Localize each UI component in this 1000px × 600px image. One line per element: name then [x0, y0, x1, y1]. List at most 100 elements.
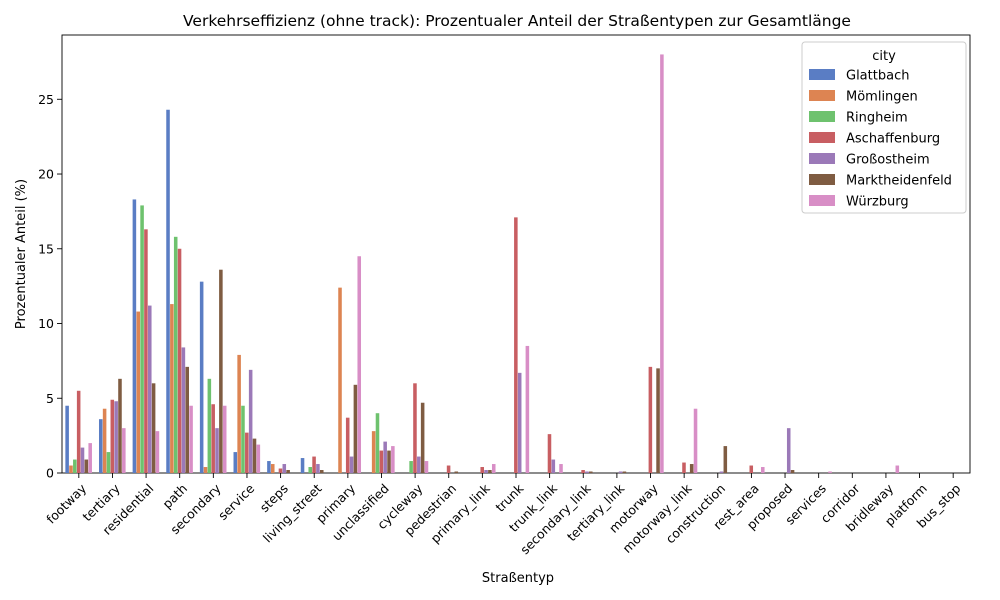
bar-Marktheidenfeld-tertiary_link	[622, 471, 627, 473]
bar-Marktheidenfeld-service	[252, 438, 257, 473]
bar-Marktheidenfeld-motorway_link	[689, 464, 694, 473]
bar-Mömlingen-steps	[270, 464, 275, 473]
bar-Aschaffenburg-primary	[345, 417, 350, 473]
bar-Glattbach-service	[233, 452, 238, 473]
y-axis-label: Prozentualer Anteil (%)	[14, 179, 29, 329]
y-tick-label: 25	[38, 92, 54, 107]
bar-Großostheim-footway	[80, 447, 85, 473]
bar-Marktheidenfeld-living_street	[319, 470, 324, 473]
bar-Marktheidenfeld-secondary	[219, 269, 223, 473]
bar-Marktheidenfeld-steps	[286, 470, 290, 473]
bar-Glattbach-residential	[132, 199, 137, 473]
bar-Großostheim-living_street	[316, 464, 320, 473]
bar-Würzburg-residential	[155, 431, 160, 473]
bar-Aschaffenburg-secondary	[211, 404, 215, 473]
y-tick-label: 10	[38, 316, 54, 331]
bar-Würzburg-primary_link	[491, 464, 496, 473]
bars	[65, 54, 900, 474]
bar-Würzburg-trunk_link	[559, 464, 563, 473]
bar-Ringheim-footway	[73, 459, 77, 473]
bar-Mömlingen-tertiary	[102, 408, 107, 473]
legend-entry: Aschaffenburg	[846, 132, 940, 147]
bar-Mömlingen-unclassified	[371, 431, 376, 473]
bar-Ringheim-unclassified	[375, 413, 380, 473]
bar-Ringheim-tertiary	[106, 452, 111, 473]
y-tick-label: 20	[38, 167, 54, 182]
legend-entry: Ringheim	[846, 111, 908, 126]
bar-Würzburg-footway	[88, 443, 92, 473]
bar-Aschaffenburg-trunk_link	[547, 434, 552, 473]
bar-Würzburg-path	[189, 405, 193, 473]
bar-Würzburg-motorway_link	[693, 408, 698, 473]
bar-Großostheim-trunk	[517, 372, 522, 473]
bar-Großostheim-construction	[719, 471, 724, 473]
bar-Würzburg-secondary	[222, 405, 227, 473]
bar-Aschaffenburg-footway	[76, 390, 81, 473]
legend-frame	[801, 41, 967, 214]
x-tick-label: path	[159, 481, 190, 512]
bar-Großostheim-secondary_link	[585, 471, 589, 473]
bar-Marktheidenfeld-motorway	[656, 368, 660, 473]
bar-Aschaffenburg-tertiary	[110, 399, 115, 473]
bar-Aschaffenburg-trunk	[514, 217, 518, 473]
bar-Würzburg-tertiary	[122, 428, 126, 473]
bar-Aschaffenburg-cycleway	[413, 383, 417, 473]
legend: city Glattbach Mömlingen Ringheim Aschaffen…	[801, 41, 967, 214]
bar-Würzburg-service	[256, 444, 261, 473]
bar-Würzburg-motorway	[660, 54, 664, 474]
bar-Marktheidenfeld-footway	[84, 459, 89, 473]
bar-Mömlingen-residential	[136, 311, 141, 473]
bar-Würzburg-trunk	[525, 345, 530, 473]
bar-Mömlingen-primary	[338, 287, 342, 473]
bar-Marktheidenfeld-tertiary	[118, 378, 122, 473]
bar-Glattbach-path	[166, 109, 170, 474]
bar-Glattbach-steps	[267, 461, 271, 473]
legend-swatch	[809, 90, 835, 101]
bar-Großostheim-unclassified	[383, 441, 387, 473]
bar-Mömlingen-service	[237, 354, 241, 473]
bar-Aschaffenburg-path	[177, 248, 182, 473]
bar-Aschaffenburg-pedestrian	[446, 465, 451, 473]
bar-Würzburg-cycleway	[424, 461, 429, 473]
legend-entry: Marktheidenfeld	[846, 174, 952, 189]
bar-Glattbach-secondary	[199, 281, 204, 473]
bar-Marktheidenfeld-unclassified	[387, 450, 391, 473]
bar-Aschaffenburg-motorway_link	[682, 462, 686, 473]
bar-Großostheim-primary	[349, 456, 354, 473]
bar-Marktheidenfeld-pedestrian	[454, 471, 459, 473]
legend-title: city	[872, 49, 896, 64]
bar-Aschaffenburg-motorway	[648, 366, 653, 473]
bar-Marktheidenfeld-construction	[723, 446, 728, 473]
bar-Marktheidenfeld-secondary_link	[589, 471, 593, 473]
bar-Großostheim-tertiary_link	[618, 471, 623, 473]
bar-Mömlingen-path	[170, 304, 174, 473]
bar-Großostheim-proposed	[786, 428, 791, 473]
bar-Würzburg-services	[828, 471, 832, 473]
bar-Aschaffenburg-secondary_link	[581, 470, 585, 473]
bar-Aschaffenburg-steps	[278, 468, 283, 473]
bar-Aschaffenburg-living_street	[312, 456, 316, 473]
bar-Großostheim-residential	[147, 305, 152, 473]
bar-Marktheidenfeld-cycleway	[420, 402, 425, 473]
bar-Würzburg-unclassified	[391, 446, 395, 473]
bar-Ringheim-living_street	[308, 467, 313, 473]
bar-Ringheim-cycleway	[409, 461, 413, 473]
legend-entry: Großostheim	[846, 153, 930, 168]
bar-Würzburg-primary	[357, 256, 362, 473]
bar-Marktheidenfeld-path	[185, 366, 190, 473]
y-tick-label: 15	[38, 241, 54, 256]
x-tick-label: footway	[43, 480, 89, 526]
bar-Glattbach-tertiary	[98, 419, 103, 473]
y-tick-label: 0	[46, 466, 54, 481]
bar-Glattbach-footway	[65, 405, 69, 473]
legend-swatch	[809, 153, 835, 164]
legend-swatch	[809, 195, 835, 206]
bar-Großostheim-secondary	[215, 428, 219, 473]
bar-Ringheim-path	[173, 236, 178, 473]
legend-entry: Mömlingen	[846, 90, 918, 105]
bar-Großostheim-trunk_link	[551, 459, 556, 473]
x-axis-label: Straßentyp	[482, 571, 554, 586]
bar-Marktheidenfeld-residential	[151, 383, 156, 473]
